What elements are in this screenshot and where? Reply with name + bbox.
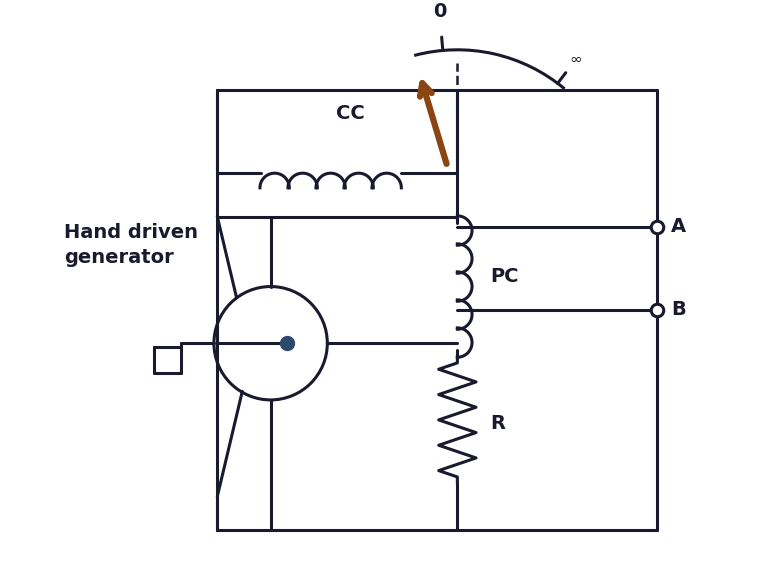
Text: 0: 0 <box>433 2 447 20</box>
Text: PC: PC <box>491 267 519 286</box>
Text: CC: CC <box>336 104 365 123</box>
Text: A: A <box>670 217 686 236</box>
Text: R: R <box>491 413 505 433</box>
Text: B: B <box>670 300 686 319</box>
Text: Hand driven
generator: Hand driven generator <box>64 223 198 267</box>
Text: ∞: ∞ <box>569 52 582 67</box>
